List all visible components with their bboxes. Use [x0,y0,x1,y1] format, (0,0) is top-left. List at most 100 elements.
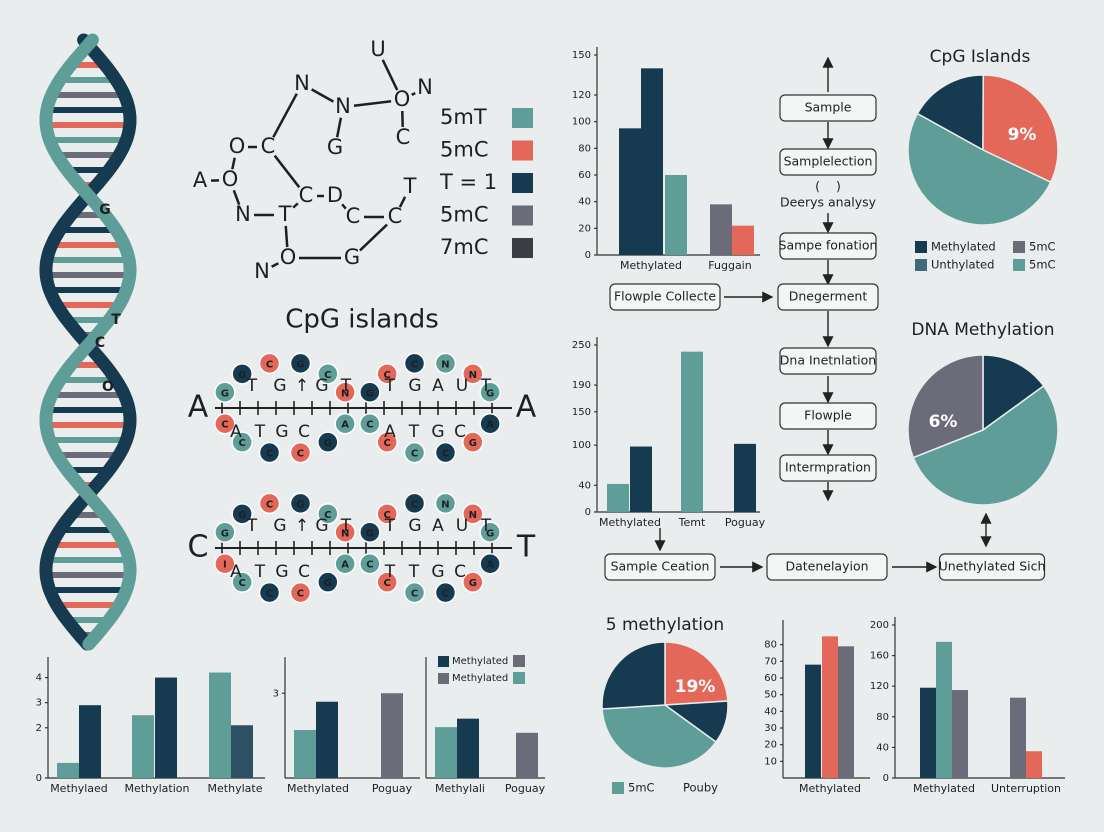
atom: N [417,75,433,99]
pie-annotation: 9% [1008,125,1037,145]
atom: N [254,259,270,283]
bead-letter: N [441,499,449,510]
bead-letter: A [486,560,494,571]
bead-letter: C [366,560,373,571]
bead-letter: G [366,528,374,539]
bar [231,725,253,778]
base-top: G [273,516,286,536]
atom: G [327,135,343,159]
y-tick-label: 150 [572,50,591,61]
y-tick-label: 150 [572,407,591,418]
base-bottom: A [230,422,242,442]
legend-label: 5mC [440,203,488,227]
bar [435,727,457,778]
base-top: G [315,376,328,396]
bead-letter: G [296,499,304,510]
bead-letter: N [469,370,477,381]
pie-slice [916,74,985,152]
bead-letter: C [324,370,331,381]
bar [209,672,231,778]
base-bottom: C [454,562,466,582]
bead-letter: G [469,438,477,449]
flow-box [779,94,877,122]
base-top: U [456,376,468,396]
base-top: G [315,516,328,536]
bead-letter: G [296,359,304,370]
flow-label: ( ) [815,179,841,194]
bond [292,202,299,209]
bead [258,441,281,464]
bead-letter: C [239,578,246,589]
base-top: A [432,376,444,396]
x-tick-label: Methylated [799,782,861,795]
bead [376,363,398,385]
bar [838,646,854,778]
y-tick-label: 50 [764,690,777,701]
base-bottom: C [298,422,310,442]
flow-label: Dnegerment [789,289,868,304]
legend-swatch [513,672,525,684]
bead [334,552,356,575]
legend-swatch [512,108,533,128]
y-tick-label: 120 [572,90,591,101]
bead-letter: G [221,388,229,399]
legend-swatch [512,173,533,193]
legend-swatch [512,205,533,226]
bead [376,571,398,593]
y-tick-label: 40 [578,197,591,208]
bead [359,381,381,404]
x-tick-label: Poguay [505,782,546,795]
bead-letter: N [341,388,349,399]
pie-slice [664,641,729,706]
y-tick-label: 190 [572,380,591,391]
atom: T [403,174,417,198]
y-tick-label: 40 [764,706,777,717]
bead [462,363,484,385]
y-tick-label: 20 [578,223,591,234]
legend-swatch [612,782,624,794]
bar [57,762,79,778]
y-tick-label: 80 [764,640,777,651]
bar [607,483,629,512]
flow-label: Intermpration [785,460,871,475]
x-tick-label: Methylated [913,782,975,795]
bead-letter: C [411,359,418,370]
y-tick-label: 0 [585,250,591,261]
flow-label: Sample [805,100,852,115]
y-tick-label: 100 [572,440,591,451]
pie-slice [601,641,666,710]
bead [317,363,339,385]
bead [403,492,426,515]
pie-slice [601,704,718,769]
bead-letter: I [223,560,227,571]
bead-letter: C [239,438,246,449]
atom: O [222,167,239,191]
flow-label: Sample Ceation [611,559,710,574]
y-tick-label: 250 [572,340,591,351]
bead-letter: G [366,388,374,399]
bond [272,93,298,138]
pie-slice [907,112,1052,226]
y-tick-label: 30 [764,723,777,734]
x-tick-label: Unterruption [991,782,1061,795]
bead [479,521,501,544]
bond [273,154,301,189]
base-top: T [340,516,352,536]
x-tick-label: Temt [678,516,706,529]
bead [231,503,253,525]
y-tick-label: 0 [883,773,889,784]
base-bottom: T [254,422,266,442]
y-tick-label: 0 [36,773,42,784]
base-bottom: T [384,562,396,582]
atom: G [344,245,360,269]
bead-letter: C [266,359,273,370]
bead-letter: A [341,560,349,571]
base-top: G [408,376,421,396]
bead-letter: C [221,420,228,431]
bond [381,59,399,91]
x-tick-label: Methylated [620,259,682,272]
y-tick-label: 100 [572,117,591,128]
pie-slice [982,354,1045,432]
bead [334,521,356,544]
bead-letter: C [324,510,331,521]
